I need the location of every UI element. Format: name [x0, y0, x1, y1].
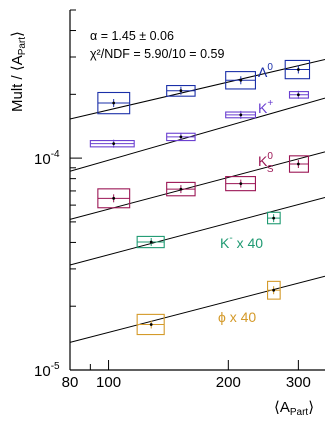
- data-point: [149, 240, 153, 244]
- y-tick-label-base: 10: [34, 151, 51, 168]
- series-label: K0 S: [258, 151, 274, 175]
- y-tick-label-exponent: -4: [51, 149, 60, 160]
- series-label-main: K: [220, 235, 230, 251]
- y-tick-label: 10-5: [34, 361, 60, 380]
- y-tick-label: 10-4: [34, 149, 60, 168]
- series-label-superscript: 0: [267, 151, 273, 162]
- y-axis-label-end: ⟩: [9, 31, 26, 37]
- series-label-superscript: +: [267, 98, 273, 109]
- data-series: Λ0K+K0 SK- x 40ϕ x 40: [89, 59, 311, 336]
- data-point: [296, 162, 300, 166]
- x-tick-label: 200: [216, 374, 241, 391]
- series-label-superscript: -: [229, 233, 232, 244]
- x-axis-label-end: ⟩: [308, 399, 314, 416]
- data-point: [112, 196, 116, 200]
- y-tick-label-exponent: -5: [51, 361, 60, 372]
- series-group: K+: [89, 90, 309, 148]
- data-point: [179, 135, 183, 139]
- fit-line: [69, 97, 325, 172]
- data-point: [112, 142, 116, 146]
- data-point: [296, 93, 300, 97]
- data-point: [179, 89, 183, 93]
- x-axis-label: ⟨APart⟩: [274, 399, 314, 418]
- data-point: [149, 323, 153, 326]
- y-tick-label-base: 10: [34, 363, 51, 380]
- fit-alpha-text: α = 1.45 ± 0.06: [90, 29, 174, 43]
- data-point: [112, 101, 116, 105]
- y-axis-label: Mult / ⟨APart⟩: [9, 31, 28, 112]
- data-point: [179, 187, 183, 191]
- x-tick-label: 80: [62, 374, 79, 391]
- x-axis-label-main: ⟨A: [274, 399, 290, 416]
- data-point: [239, 113, 243, 117]
- fit-chi2-text: χ²/NDF = 5.90/10 = 0.59: [90, 47, 224, 61]
- data-point: [239, 78, 243, 82]
- y-axis-label-sub: Part: [17, 37, 28, 56]
- series-group: K0 S: [97, 151, 309, 209]
- series-label-subscript: S: [267, 164, 274, 175]
- series-label: ϕ x 40: [218, 309, 256, 325]
- series-group: K- x 40: [136, 211, 281, 251]
- series-group: Λ0: [97, 59, 311, 115]
- series-label: K+: [258, 98, 273, 116]
- series-label-suffix: x 40: [233, 235, 264, 251]
- series-label-main: K: [258, 100, 268, 116]
- series-group: ϕ x 40: [136, 280, 281, 336]
- x-axis-label-sub: Part: [290, 407, 309, 418]
- fit-line: [69, 275, 325, 343]
- series-label-main: Λ: [258, 64, 268, 80]
- data-point: [296, 68, 300, 71]
- x-tick-label: 300: [286, 374, 311, 391]
- series-label-main: ϕ x 40: [218, 309, 256, 325]
- series-label-superscript: 0: [267, 62, 273, 73]
- x-tick-label: 100: [96, 374, 121, 391]
- data-point: [239, 182, 243, 186]
- series-label: Λ0: [258, 62, 273, 80]
- data-point: [272, 216, 276, 220]
- fit-line: [69, 59, 325, 120]
- series-label: K- x 40: [220, 233, 263, 251]
- series-label-main: K: [258, 153, 268, 169]
- fit-line: [69, 196, 325, 266]
- data-point: [272, 288, 276, 292]
- y-axis-label-main: Mult / ⟨A: [9, 55, 26, 112]
